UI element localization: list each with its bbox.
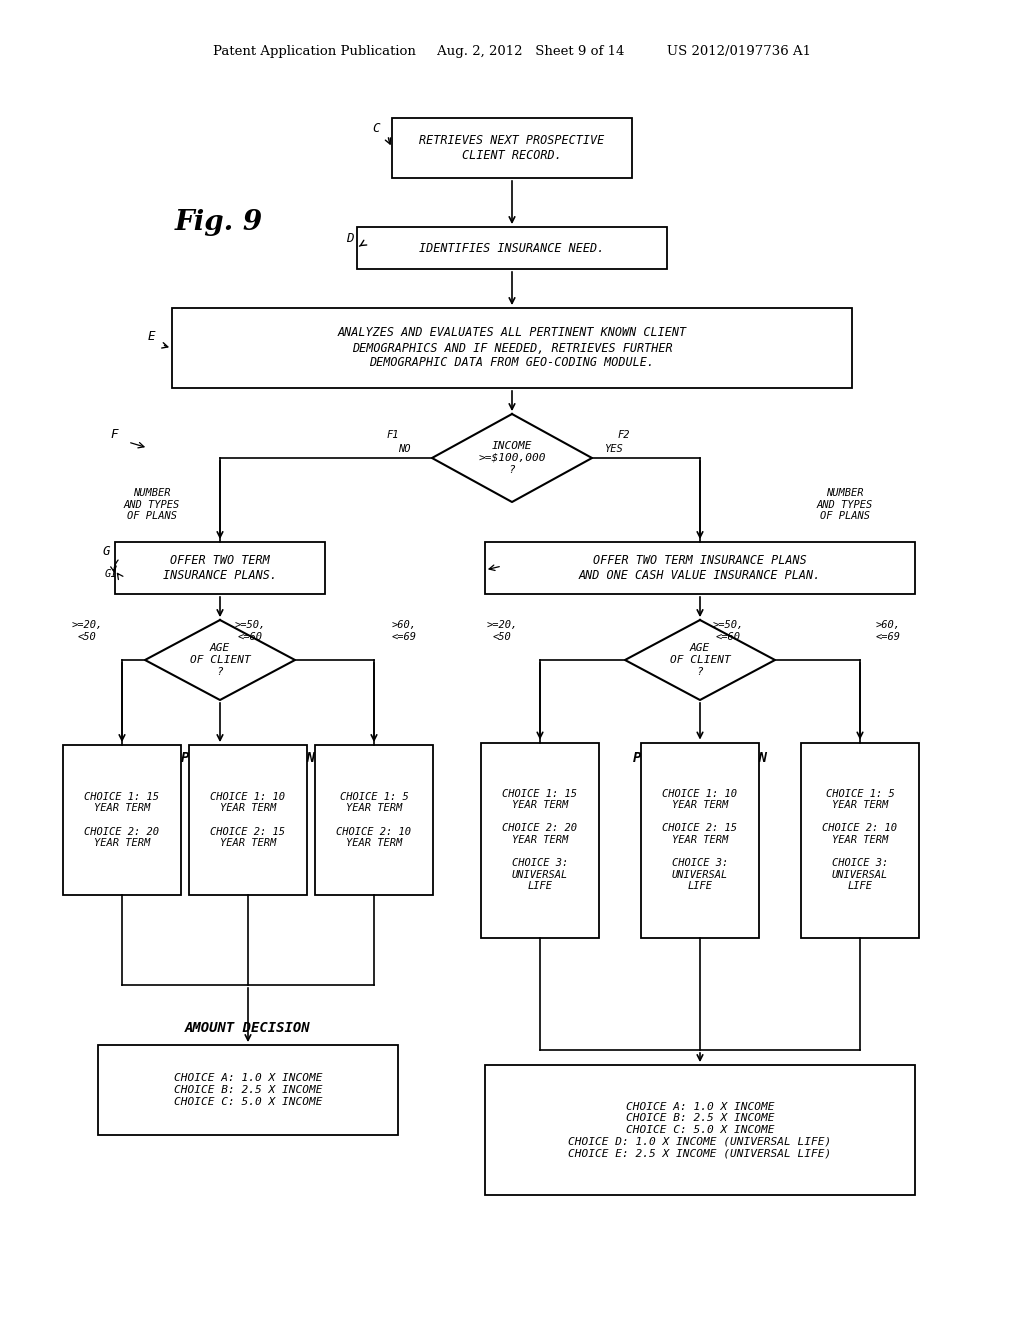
- Text: CHOICE 1: 10
YEAR TERM

CHOICE 2: 15
YEAR TERM: CHOICE 1: 10 YEAR TERM CHOICE 2: 15 YEAR…: [211, 792, 286, 849]
- Bar: [172, 308, 852, 388]
- Text: Fig. 9: Fig. 9: [175, 209, 263, 236]
- Text: CHOICE 1: 5
YEAR TERM

CHOICE 2: 10
YEAR TERM: CHOICE 1: 5 YEAR TERM CHOICE 2: 10 YEAR …: [337, 792, 412, 849]
- Bar: [63, 744, 181, 895]
- Text: NUMBER
AND TYPES
OF PLANS: NUMBER AND TYPES OF PLANS: [124, 488, 180, 521]
- Text: C: C: [372, 121, 380, 135]
- Bar: [357, 227, 667, 269]
- Text: >60,
<=69: >60, <=69: [876, 620, 900, 642]
- Text: >=20,
<50: >=20, <50: [72, 620, 102, 642]
- Text: RETRIEVES NEXT PROSPECTIVE
CLIENT RECORD.: RETRIEVES NEXT PROSPECTIVE CLIENT RECORD…: [420, 135, 604, 162]
- Bar: [485, 543, 915, 594]
- Text: CHOICE 1: 15
YEAR TERM

CHOICE 2: 20
YEAR TERM

CHOICE 3:
UNIVERSAL
LIFE: CHOICE 1: 15 YEAR TERM CHOICE 2: 20 YEAR…: [503, 788, 578, 891]
- Text: YES: YES: [604, 444, 623, 454]
- Text: >60,
<=69: >60, <=69: [391, 620, 417, 642]
- Bar: [485, 1065, 915, 1195]
- Text: INCOME
>=$100,000
?: INCOME >=$100,000 ?: [478, 441, 546, 475]
- Text: F: F: [110, 428, 118, 441]
- Text: E: E: [148, 330, 156, 343]
- Bar: [481, 742, 599, 937]
- Text: AGE
OF CLIENT
?: AGE OF CLIENT ?: [670, 643, 730, 677]
- Bar: [189, 744, 307, 895]
- Polygon shape: [625, 620, 775, 700]
- Text: CHOICE 1: 10
YEAR TERM

CHOICE 2: 15
YEAR TERM

CHOICE 3:
UNIVERSAL
LIFE: CHOICE 1: 10 YEAR TERM CHOICE 2: 15 YEAR…: [663, 788, 737, 891]
- Polygon shape: [432, 414, 592, 502]
- Text: C2: C2: [487, 554, 500, 565]
- Text: OFFER TWO TERM
INSURANCE PLANS.: OFFER TWO TERM INSURANCE PLANS.: [163, 554, 278, 582]
- Text: ANALYZES AND EVALUATES ALL PERTINENT KNOWN CLIENT
DEMOGRAPHICS AND IF NEEDED, RE: ANALYZES AND EVALUATES ALL PERTINENT KNO…: [338, 326, 686, 370]
- Text: D: D: [346, 232, 353, 246]
- Text: OFFER TWO TERM INSURANCE PLANS
AND ONE CASH VALUE INSURANCE PLAN.: OFFER TWO TERM INSURANCE PLANS AND ONE C…: [579, 554, 821, 582]
- Bar: [641, 742, 759, 937]
- Text: AMOUNT DECISION: AMOUNT DECISION: [185, 1020, 311, 1035]
- Text: F2: F2: [618, 430, 631, 440]
- Text: CHOICE 1: 15
YEAR TERM

CHOICE 2: 20
YEAR TERM: CHOICE 1: 15 YEAR TERM CHOICE 2: 20 YEAR…: [85, 792, 160, 849]
- Text: G: G: [103, 545, 111, 558]
- Text: NO: NO: [398, 444, 411, 454]
- Bar: [801, 742, 919, 937]
- Bar: [98, 1045, 398, 1135]
- Text: >=50,
<=60: >=50, <=60: [234, 620, 265, 642]
- Text: CHOICE A: 1.0 X INCOME
CHOICE B: 2.5 X INCOME
CHOICE C: 5.0 X INCOME
CHOICE D: 1: CHOICE A: 1.0 X INCOME CHOICE B: 2.5 X I…: [568, 1102, 831, 1158]
- Polygon shape: [145, 620, 295, 700]
- Text: PRODUCT DECISION: PRODUCT DECISION: [633, 751, 767, 766]
- Text: CHOICE 1: 5
YEAR TERM

CHOICE 2: 10
YEAR TERM

CHOICE 3:
UNIVERSAL
LIFE: CHOICE 1: 5 YEAR TERM CHOICE 2: 10 YEAR …: [822, 788, 897, 891]
- Bar: [392, 117, 632, 178]
- Bar: [115, 543, 325, 594]
- Text: CHOICE A: 1.0 X INCOME
CHOICE B: 2.5 X INCOME
CHOICE C: 5.0 X INCOME: CHOICE A: 1.0 X INCOME CHOICE B: 2.5 X I…: [174, 1073, 323, 1106]
- Bar: [315, 744, 433, 895]
- Text: Patent Application Publication     Aug. 2, 2012   Sheet 9 of 14          US 2012: Patent Application Publication Aug. 2, 2…: [213, 45, 811, 58]
- Text: AGE
OF CLIENT
?: AGE OF CLIENT ?: [189, 643, 251, 677]
- Text: >=20,
<50: >=20, <50: [486, 620, 517, 642]
- Text: NUMBER
AND TYPES
OF PLANS: NUMBER AND TYPES OF PLANS: [817, 488, 873, 521]
- Text: F1: F1: [387, 430, 399, 440]
- Text: AMOUNT DECISION: AMOUNT DECISION: [637, 1065, 763, 1078]
- Text: >=50,
<=60: >=50, <=60: [713, 620, 743, 642]
- Text: IDENTIFIES INSURANCE NEED.: IDENTIFIES INSURANCE NEED.: [420, 242, 604, 255]
- Text: PRODUCT DECISION: PRODUCT DECISION: [181, 751, 315, 766]
- Text: G1: G1: [105, 569, 118, 579]
